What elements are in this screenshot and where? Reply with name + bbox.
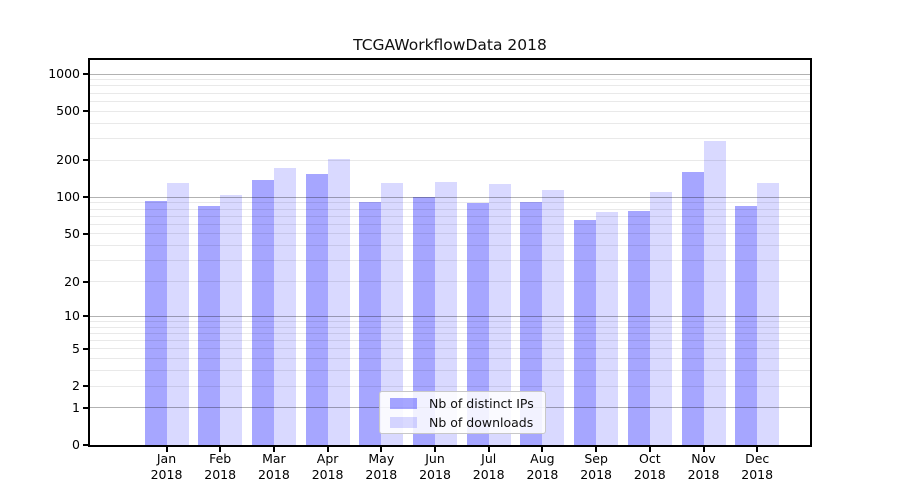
legend: Nb of distinct IPs Nb of downloads [379,391,546,434]
y-tick-label-2: 2 [72,378,80,393]
x-tick-label-oct: Oct 2018 [633,451,666,482]
y-tick-label-5: 5 [72,340,80,356]
x-tick-mark-jul [487,447,490,452]
y-tick-label-100: 100 [56,189,80,205]
y-tick-label-1000: 1000 [48,66,80,81]
x-tick-label-mar: Mar 2018 [257,451,290,482]
x-tick-label-jul: Jul 2018 [472,451,505,482]
y-tick-label-500: 500 [56,103,80,119]
x-tick-label-nov: Nov 2018 [687,451,720,482]
x-tick-mark-sep [595,447,598,452]
x-tick-label-jan: Jan 2018 [150,451,183,482]
x-tick-label-may: May 2018 [365,451,398,482]
legend-swatch-distinct-ips [390,397,417,409]
legend-swatch-downloads [390,416,417,428]
legend-row-distinct-ips: Nb of distinct IPs [390,396,535,411]
x-tick-mark-feb [219,447,222,452]
x-tick-mark-mar [272,447,275,452]
x-tick-label-sep: Sep 2018 [580,451,612,482]
y-tick-label-0: 0 [72,437,80,452]
y-tick-label-50: 50 [64,225,80,241]
x-tick-label-apr: Apr 2018 [311,451,344,482]
x-tick-mark-jun [434,447,436,452]
x-tick-mark-dec [756,447,759,452]
y-tick-label-20: 20 [64,273,80,289]
x-tick-mark-apr [326,447,329,452]
y-tick-label-1: 1 [72,399,80,415]
x-tick-label-feb: Feb 2018 [204,451,237,482]
x-tick-label-aug: Aug 2018 [526,451,559,482]
y-tick-label-200: 200 [56,152,80,168]
y-tick-label-10: 10 [64,308,80,324]
x-tick-mark-may [380,447,383,452]
x-tick-mark-oct [648,447,651,452]
chart-title: TCGAWorkflowData 2018 [353,36,547,54]
legend-row-downloads: Nb of downloads [390,415,535,430]
plot-frame [88,58,812,447]
x-tick-label-dec: Dec 2018 [741,451,774,482]
x-tick-mark-jan [165,447,168,452]
x-tick-mark-nov [702,447,705,452]
legend-label-downloads: Nb of downloads [429,414,534,430]
legend-label-distinct-ips: Nb of distinct IPs [429,395,534,411]
x-tick-mark-aug [541,447,544,452]
x-tick-label-jun: Jun 2018 [419,451,451,482]
